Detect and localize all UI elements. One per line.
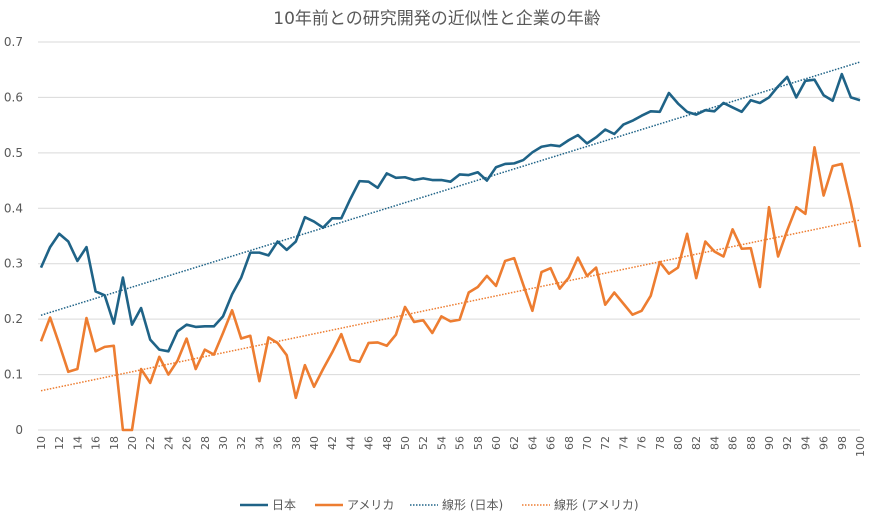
- legend-label: 線形 (アメリカ): [554, 497, 639, 512]
- x-tick-label: 100: [854, 436, 867, 457]
- legend-label: アメリカ: [347, 498, 394, 512]
- x-tick-label: 24: [162, 436, 175, 450]
- x-tick-label: 40: [308, 436, 321, 450]
- x-tick-label: 56: [454, 436, 467, 450]
- x-tick-label: 32: [235, 436, 248, 450]
- x-axis-ticks: 10 12 14 16 18 20 22 24 26 28 30 32 34 36 38 40 42 44 46 48…: [35, 436, 867, 457]
- x-tick-label: 26: [181, 436, 194, 450]
- x-tick-label: 86: [727, 436, 740, 450]
- x-tick-label: 14: [71, 436, 84, 450]
- series-line-japan: [39, 72, 861, 353]
- legend: 日本 アメリカ 線形 (日本) 線形 (アメリカ): [240, 497, 639, 512]
- x-tick-label: 80: [672, 436, 685, 450]
- x-tick-label: 76: [636, 436, 649, 450]
- y-tick-label: 0.2: [4, 312, 23, 326]
- x-tick-label: 70: [581, 436, 594, 450]
- y-axis-ticks: 0 0.1 0.2 0.3 0.4 0.5 0.6 0.7: [4, 35, 23, 437]
- y-tick-label: 0.3: [4, 257, 23, 271]
- x-tick-label: 38: [290, 436, 303, 450]
- y-tick-label: 0.1: [4, 368, 23, 382]
- trendlines: [40, 61, 861, 392]
- legend-label: 日本: [272, 498, 296, 512]
- x-tick-label: 84: [708, 436, 721, 450]
- x-tick-label: 92: [781, 436, 794, 450]
- x-tick-label: 10: [35, 436, 48, 450]
- series-lines: [39, 72, 862, 432]
- x-tick-label: 52: [417, 436, 430, 450]
- y-tick-label: 0.5: [4, 146, 23, 160]
- y-tick-label: 0.7: [4, 35, 23, 49]
- chart-title: 10年前との研究開発の近似性と企業の年齢: [273, 9, 600, 29]
- y-tick-label: 0.6: [4, 90, 23, 104]
- x-tick-label: 64: [526, 436, 539, 450]
- x-tick-label: 58: [472, 436, 485, 450]
- x-tick-label: 88: [745, 436, 758, 450]
- x-tick-label: 68: [563, 436, 576, 450]
- x-tick-label: 96: [818, 436, 831, 450]
- x-tick-label: 78: [654, 436, 667, 450]
- x-tick-label: 20: [126, 436, 139, 450]
- x-tick-label: 36: [272, 436, 285, 450]
- x-tick-label: 82: [690, 436, 703, 450]
- x-tick-label: 16: [90, 436, 103, 450]
- x-tick-label: 48: [381, 436, 394, 450]
- x-tick-label: 30: [217, 436, 230, 450]
- x-tick-label: 46: [363, 436, 376, 450]
- x-tick-label: 62: [508, 436, 521, 450]
- x-tick-label: 74: [617, 436, 630, 450]
- y-tick-label: 0: [15, 423, 23, 437]
- x-tick-label: 72: [599, 436, 612, 450]
- x-tick-label: 42: [326, 436, 339, 450]
- series-line-usa: [39, 146, 862, 432]
- x-tick-label: 90: [763, 436, 776, 450]
- trendline-japan: [40, 61, 861, 316]
- x-tick-label: 50: [399, 436, 412, 450]
- x-tick-label: 34: [253, 436, 266, 450]
- x-tick-label: 22: [144, 436, 157, 450]
- x-tick-label: 60: [490, 436, 503, 450]
- y-tick-label: 0.4: [4, 201, 23, 215]
- x-tick-label: 12: [53, 436, 66, 450]
- x-tick-label: 94: [799, 436, 812, 450]
- x-tick-label: 66: [545, 436, 558, 450]
- x-tick-label: 44: [344, 436, 357, 450]
- x-tick-label: 98: [836, 436, 849, 450]
- x-tick-label: 18: [108, 436, 121, 450]
- x-tick-label: 54: [435, 436, 448, 450]
- legend-label: 線形 (日本): [442, 497, 503, 512]
- x-tick-label: 28: [199, 436, 212, 450]
